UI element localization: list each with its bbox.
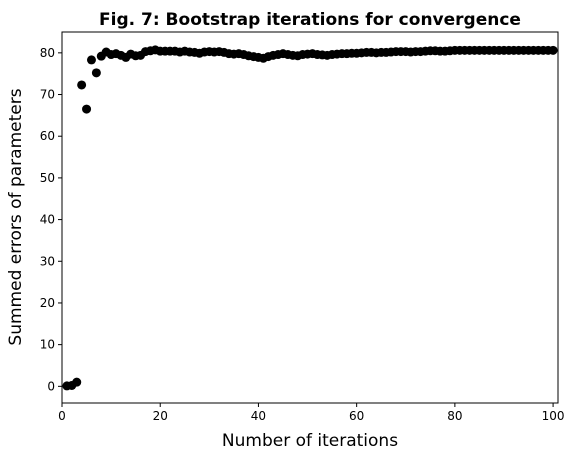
y-tick-label: 70 <box>40 88 55 102</box>
y-tick-label: 50 <box>40 171 55 185</box>
data-point <box>91 68 101 78</box>
y-tick-label: 80 <box>40 46 55 60</box>
plot-frame <box>61 31 559 404</box>
data-point <box>86 55 96 65</box>
x-tick-label: 0 <box>58 409 66 423</box>
x-axis: 0 20 40 60 80 100 <box>58 403 565 423</box>
y-axis: 0 10 20 30 40 50 60 70 80 <box>40 46 62 393</box>
y-tick-label: 20 <box>40 296 55 310</box>
data-point <box>82 104 92 114</box>
y-tick-label: 60 <box>40 129 55 143</box>
y-tick-label: 40 <box>40 213 55 227</box>
x-axis-label: Number of iterations <box>222 431 398 451</box>
data-point <box>548 45 558 55</box>
x-tick-label: 80 <box>447 409 462 423</box>
y-tick-label: 10 <box>40 338 55 352</box>
data-point <box>77 80 87 90</box>
x-tick-label: 20 <box>153 409 168 423</box>
y-axis-label: Summed errors of parameters <box>6 88 26 345</box>
x-tick-label: 100 <box>542 409 565 423</box>
x-tick-label: 40 <box>251 409 266 423</box>
data-point <box>72 377 82 387</box>
x-tick-label: 60 <box>349 409 364 423</box>
y-tick-label: 30 <box>40 254 55 268</box>
data-points <box>62 45 558 391</box>
chart-title: Fig. 7: Bootstrap iterations for converg… <box>99 10 521 30</box>
y-tick-label: 0 <box>47 379 55 393</box>
